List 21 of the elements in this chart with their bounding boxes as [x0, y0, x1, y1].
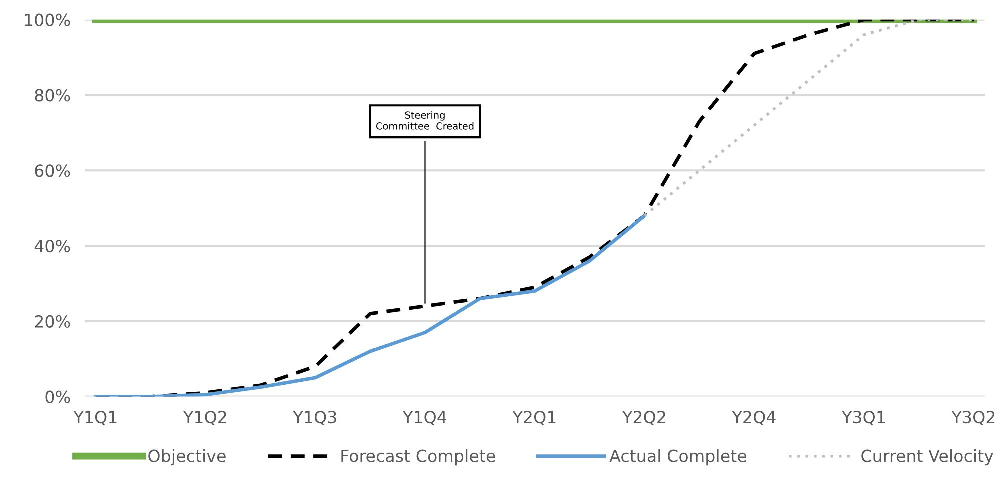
x-tick-label: Y1Q3: [293, 410, 336, 426]
y-tick-label: 0%: [46, 390, 70, 404]
x-tick-label: Y2Q2: [622, 410, 666, 426]
x-tick-label: Y3Q1: [842, 410, 885, 426]
line-series: [94, 214, 646, 397]
x-tick-label: Y1Q1: [74, 410, 117, 426]
legend-label: Forecast Complete: [342, 449, 496, 466]
annotation: Steering Committee Created: [376, 111, 474, 130]
x-tick-label: Y1Q2: [183, 410, 226, 426]
legend-label: Current Velocity: [862, 449, 994, 466]
legend-label: Objective: [148, 449, 226, 466]
y-tick-label: 40%: [34, 240, 70, 253]
x-tick-label: Y2Q1: [512, 410, 556, 426]
legend-label: Actual Complete: [610, 449, 746, 466]
x-tick-label: Y3Q2: [952, 410, 995, 426]
y-tick-label: 60%: [35, 164, 70, 178]
y-tick-label: 80%: [35, 89, 70, 102]
y-tick-label: 100%: [25, 14, 70, 26]
y-tick-label: 20%: [35, 315, 70, 328]
x-tick-label: Y1Q4: [402, 410, 447, 426]
x-tick-label: Y2Q4: [732, 410, 776, 426]
